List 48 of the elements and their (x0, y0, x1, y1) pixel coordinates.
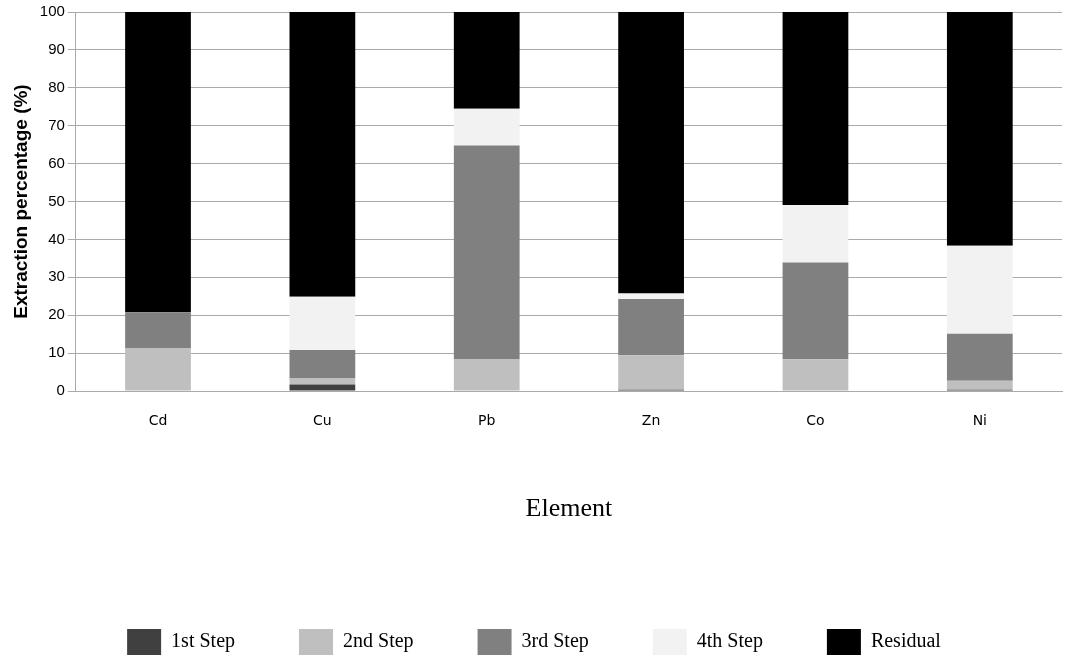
x-tick-label: Cu (313, 412, 332, 429)
x-tick-label: Ni (972, 412, 988, 429)
x-tick-label: Zn (641, 412, 661, 429)
y-tick-label: 0 (56, 381, 65, 399)
y-tick-label: 80 (48, 77, 65, 95)
y-tick-label: 20 (48, 305, 65, 323)
bar (125, 312, 191, 349)
y-tick-label: 100 (39, 2, 65, 20)
bar (782, 12, 849, 205)
y-axis-title: Extraction percentage (%) (9, 84, 31, 319)
bar (289, 350, 356, 379)
y-tick-label: 60 (48, 153, 65, 171)
bar (618, 12, 684, 294)
y-tick-label: 30 (48, 267, 65, 285)
y-tick-label: 70 (48, 115, 65, 133)
bar (946, 380, 1013, 390)
bar (289, 378, 356, 385)
x-tick-label: Pb (478, 412, 496, 429)
x-tick-label: Co (806, 412, 825, 429)
legend-label: 4th Step (696, 629, 763, 653)
y-tick-label: 50 (48, 191, 65, 209)
bar (453, 12, 520, 109)
bar (782, 204, 849, 263)
bar (782, 359, 849, 391)
bar (782, 262, 849, 360)
legend-label: Residual (870, 629, 942, 652)
bar (453, 108, 520, 146)
bar (453, 145, 520, 360)
x-tick-label: Cd (148, 412, 168, 429)
bar (125, 12, 191, 313)
bar (289, 384, 356, 391)
x-axis-title: Element (525, 493, 613, 523)
bar (618, 355, 684, 390)
bar (125, 348, 191, 391)
y-tick-label: 10 (48, 343, 65, 361)
legend-label: 1st Step (171, 629, 236, 653)
bar (289, 296, 356, 351)
bar (618, 293, 684, 299)
bar (946, 333, 1013, 381)
bar (289, 12, 356, 297)
y-tick-label: 90 (48, 40, 65, 58)
legend-label: 2nd Step (343, 629, 414, 653)
y-tick-label: 40 (48, 229, 65, 247)
bar (453, 359, 520, 391)
bar (946, 12, 1013, 246)
bar (618, 298, 684, 356)
legend-label: 3rd Step (521, 629, 589, 653)
bar (946, 245, 1013, 334)
